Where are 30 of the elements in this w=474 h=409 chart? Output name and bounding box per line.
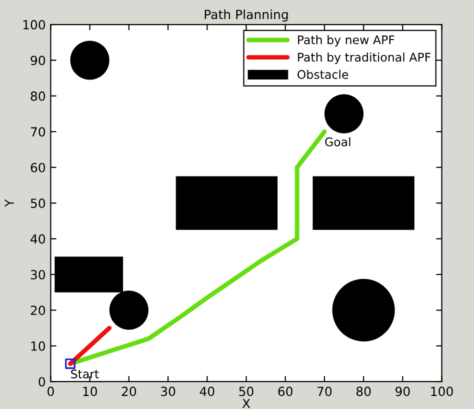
y-tick-label: 80 [30, 91, 46, 101]
y-tick-label: 70 [30, 127, 46, 137]
legend-label: Path by new APF [298, 35, 394, 47]
y-tick-label: 40 [30, 234, 46, 244]
x-tick-label: 10 [83, 386, 97, 396]
x-tick-label: 90 [395, 386, 410, 396]
y-tick-label: 30 [30, 270, 46, 280]
legend-label: Path by traditional APF [298, 52, 430, 64]
x-tick-label: 100 [431, 386, 453, 396]
x-tick-label: 40 [200, 386, 214, 396]
x-tick-label: 20 [122, 386, 136, 396]
x-tick-label: 0 [48, 386, 54, 396]
chart-title: Path Planning [204, 9, 288, 22]
y-axis-title: Y [4, 199, 14, 207]
y-tick-label: 0 [38, 377, 46, 387]
annotation: Start [71, 370, 99, 378]
y-tick-label: 90 [30, 56, 46, 66]
x-tick-label: 80 [356, 386, 371, 396]
legend-label: Obstacle [298, 70, 348, 79]
x-tick-label: 30 [161, 386, 176, 396]
y-tick-label: 10 [31, 341, 46, 351]
y-tick-label: 60 [30, 162, 46, 172]
x-tick-label: 60 [278, 386, 292, 396]
x-axis-title: X [242, 398, 250, 408]
annotation: Goal [325, 137, 350, 146]
y-tick-label: 100 [23, 20, 46, 30]
x-tick-label: 70 [318, 386, 332, 396]
y-tick-label: 50 [30, 198, 46, 208]
x-tick-label: 50 [239, 386, 254, 396]
y-tick-label: 20 [30, 306, 46, 316]
